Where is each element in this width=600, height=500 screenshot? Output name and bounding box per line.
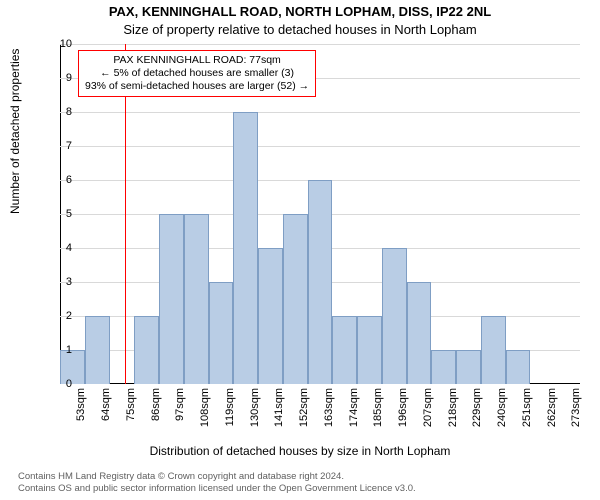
x-tick-label: 141sqm bbox=[273, 388, 285, 432]
x-tick-label: 108sqm bbox=[199, 388, 211, 432]
annotation-box: PAX KENNINGHALL ROAD: 77sqm← 5% of detac… bbox=[78, 50, 316, 97]
y-tick-label: 3 bbox=[42, 276, 72, 288]
x-tick-label: 196sqm bbox=[397, 388, 409, 432]
histogram-bar bbox=[283, 214, 308, 384]
annotation-line: ← 5% of detached houses are smaller (3) bbox=[85, 67, 309, 80]
histogram-bar bbox=[431, 350, 456, 384]
histogram-bar bbox=[85, 316, 110, 384]
y-tick-label: 6 bbox=[42, 174, 72, 186]
y-tick-label: 0 bbox=[42, 378, 72, 390]
x-tick-label: 251sqm bbox=[521, 388, 533, 432]
gridline bbox=[60, 112, 580, 113]
x-tick-label: 152sqm bbox=[298, 388, 310, 432]
annotation-line: 93% of semi-detached houses are larger (… bbox=[85, 80, 309, 93]
y-tick-label: 10 bbox=[42, 38, 72, 50]
histogram-bar bbox=[382, 248, 407, 384]
histogram-bar bbox=[506, 350, 531, 384]
histogram-bar bbox=[357, 316, 382, 384]
y-tick-label: 9 bbox=[42, 72, 72, 84]
y-axis-label: Number of detached properties bbox=[8, 49, 22, 214]
x-tick-label: 174sqm bbox=[348, 388, 360, 432]
footer-attribution: Contains HM Land Registry data © Crown c… bbox=[18, 471, 416, 494]
histogram-bar bbox=[209, 282, 234, 384]
x-tick-label: 185sqm bbox=[372, 388, 384, 432]
histogram-bar bbox=[159, 214, 184, 384]
chart-title-line1: PAX, KENNINGHALL ROAD, NORTH LOPHAM, DIS… bbox=[0, 4, 600, 19]
x-tick-label: 218sqm bbox=[447, 388, 459, 432]
histogram-bar bbox=[308, 180, 333, 384]
histogram-bar bbox=[456, 350, 481, 384]
x-tick-label: 262sqm bbox=[546, 388, 558, 432]
annotation-line: PAX KENNINGHALL ROAD: 77sqm bbox=[85, 54, 309, 67]
property-size-chart: PAX, KENNINGHALL ROAD, NORTH LOPHAM, DIS… bbox=[0, 0, 600, 500]
histogram-bar bbox=[407, 282, 432, 384]
x-axis-label: Distribution of detached houses by size … bbox=[0, 444, 600, 458]
chart-title-line2: Size of property relative to detached ho… bbox=[0, 22, 600, 37]
x-tick-label: 119sqm bbox=[224, 388, 236, 432]
y-tick-label: 8 bbox=[42, 106, 72, 118]
y-tick-label: 7 bbox=[42, 140, 72, 152]
x-tick-label: 240sqm bbox=[496, 388, 508, 432]
y-tick-label: 2 bbox=[42, 310, 72, 322]
y-tick-label: 4 bbox=[42, 242, 72, 254]
y-tick-label: 5 bbox=[42, 208, 72, 220]
x-tick-label: 163sqm bbox=[323, 388, 335, 432]
histogram-bar bbox=[233, 112, 258, 384]
x-tick-label: 86sqm bbox=[150, 388, 162, 432]
x-tick-label: 64sqm bbox=[100, 388, 112, 432]
gridline bbox=[60, 146, 580, 147]
x-tick-label: 207sqm bbox=[422, 388, 434, 432]
x-tick-label: 53sqm bbox=[75, 388, 87, 432]
histogram-bar bbox=[481, 316, 506, 384]
x-tick-label: 75sqm bbox=[125, 388, 137, 432]
x-tick-label: 130sqm bbox=[249, 388, 261, 432]
y-tick-label: 1 bbox=[42, 344, 72, 356]
histogram-bar bbox=[332, 316, 357, 384]
footer-line1: Contains HM Land Registry data © Crown c… bbox=[18, 471, 416, 482]
gridline bbox=[60, 44, 580, 45]
histogram-bar bbox=[258, 248, 283, 384]
x-tick-label: 97sqm bbox=[174, 388, 186, 432]
x-tick-label: 229sqm bbox=[471, 388, 483, 432]
footer-line2: Contains OS and public sector informatio… bbox=[18, 483, 416, 494]
histogram-bar bbox=[184, 214, 209, 384]
x-tick-label: 273sqm bbox=[570, 388, 582, 432]
histogram-bar bbox=[134, 316, 159, 384]
